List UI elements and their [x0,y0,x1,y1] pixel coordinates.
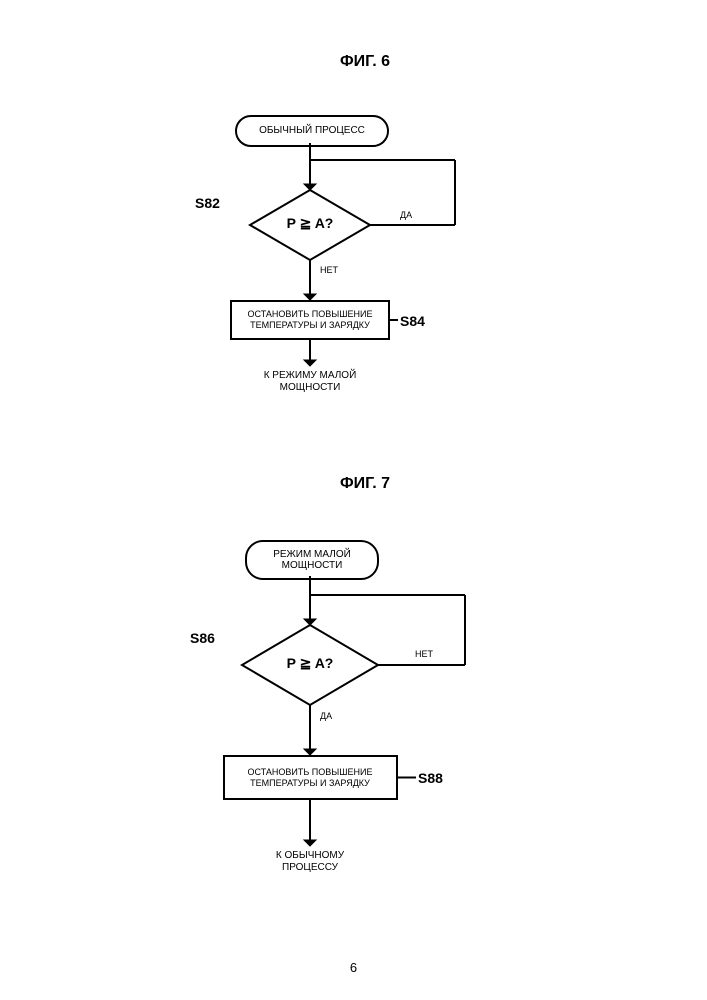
fig7-terminator-label: РЕЖИМ МАЛОЙ МОЩНОСТИ [273,549,351,572]
fig7-decision-step: S86 [190,630,215,646]
fig6-process-step: S84 [400,313,425,329]
fig6-branch-no: НЕТ [320,265,338,275]
fig6-branch-yes: ДА [400,210,412,220]
fig7-process-step: S88 [418,770,443,786]
page-number: 6 [344,960,364,976]
fig7-process-label: ОСТАНОВИТЬ ПОВЫШЕНИЕ ТЕМПЕРАТУРЫ И ЗАРЯД… [248,767,373,789]
fig7-end: К ОБЫЧНОМУ ПРОЦЕССУ [240,850,380,874]
fig7-terminator: РЕЖИМ МАЛОЙ МОЩНОСТИ [245,540,379,580]
fig7-branch-no: НЕТ [415,649,433,659]
page: ФИГ. 6 ОБЫЧНЫЙ ПРОЦЕСС P ≧ A? S82 ДА НЕТ… [0,0,707,1000]
fig7-title: ФИГ. 7 [265,475,465,493]
fig7-decision-label: P ≧ A? [275,655,345,672]
fig6-decision-label: P ≧ A? [275,215,345,232]
fig6-process: ОСТАНОВИТЬ ПОВЫШЕНИЕ ТЕМПЕРАТУРЫ И ЗАРЯД… [230,300,390,340]
fig6-terminator-label: ОБЫЧНЫЙ ПРОЦЕСС [259,125,365,137]
fig6-terminator: ОБЫЧНЫЙ ПРОЦЕСС [235,115,389,147]
fig7-process: ОСТАНОВИТЬ ПОВЫШЕНИЕ ТЕМПЕРАТУРЫ И ЗАРЯД… [223,755,398,800]
fig6-process-label: ОСТАНОВИТЬ ПОВЫШЕНИЕ ТЕМПЕРАТУРЫ И ЗАРЯД… [248,309,373,331]
fig6-decision-step: S82 [195,195,220,211]
fig6-end: К РЕЖИМУ МАЛОЙ МОЩНОСТИ [240,370,380,394]
fig6-title: ФИГ. 6 [265,53,465,71]
fig7-branch-yes: ДА [320,711,332,721]
